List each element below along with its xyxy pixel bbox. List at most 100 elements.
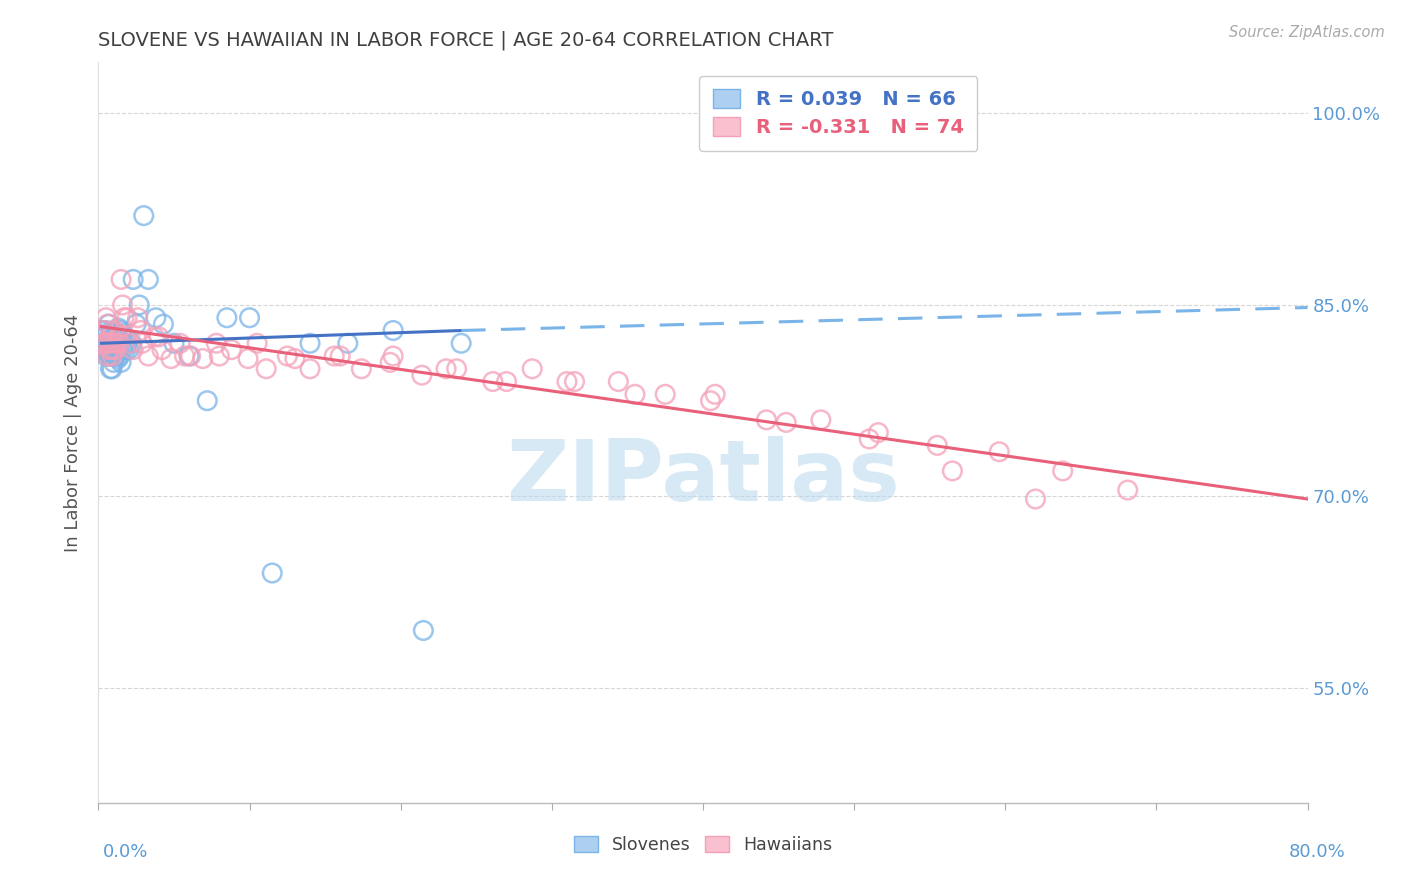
Point xyxy=(98,343,121,357)
Point xyxy=(108,349,131,363)
Point xyxy=(129,324,152,338)
Point xyxy=(411,368,433,383)
Point xyxy=(704,387,727,401)
Point xyxy=(927,438,949,452)
Point xyxy=(96,326,118,340)
Point xyxy=(103,326,125,340)
Point xyxy=(91,330,114,344)
Point xyxy=(555,375,578,389)
Point xyxy=(699,393,721,408)
Point xyxy=(115,310,138,325)
Point xyxy=(100,361,122,376)
Point xyxy=(98,336,121,351)
Y-axis label: In Labor Force | Age 20-64: In Labor Force | Age 20-64 xyxy=(63,313,82,552)
Point xyxy=(336,336,359,351)
Point xyxy=(103,355,125,369)
Point xyxy=(236,351,259,366)
Point xyxy=(101,343,124,357)
Point xyxy=(350,361,373,376)
Text: Source: ZipAtlas.com: Source: ZipAtlas.com xyxy=(1229,25,1385,40)
Point xyxy=(96,349,118,363)
Point xyxy=(120,336,142,351)
Point xyxy=(276,349,298,363)
Point xyxy=(179,349,201,363)
Point xyxy=(482,375,505,389)
Point xyxy=(101,336,124,351)
Point xyxy=(163,336,186,351)
Point xyxy=(104,343,127,357)
Point xyxy=(103,324,125,338)
Point xyxy=(98,317,121,331)
Text: ZIPatlas: ZIPatlas xyxy=(506,435,900,518)
Point xyxy=(624,387,647,401)
Point xyxy=(382,349,405,363)
Point xyxy=(103,336,125,351)
Point xyxy=(111,326,134,340)
Point xyxy=(101,349,124,363)
Point xyxy=(299,361,322,376)
Point xyxy=(107,336,129,351)
Point xyxy=(148,330,170,344)
Text: 0.0%: 0.0% xyxy=(103,843,148,861)
Point xyxy=(93,336,115,351)
Point xyxy=(378,355,401,369)
Point xyxy=(152,317,174,331)
Point xyxy=(100,336,122,351)
Point xyxy=(111,343,134,357)
Point xyxy=(941,464,963,478)
Point xyxy=(101,330,124,344)
Point xyxy=(522,361,544,376)
Point xyxy=(988,444,1011,458)
Point xyxy=(108,336,131,351)
Point xyxy=(128,298,150,312)
Point xyxy=(96,336,118,351)
Point xyxy=(180,349,202,363)
Point xyxy=(191,351,214,366)
Point xyxy=(100,349,122,363)
Point xyxy=(91,336,114,351)
Point xyxy=(150,343,173,357)
Point xyxy=(104,330,127,344)
Point xyxy=(115,336,138,351)
Text: 80.0%: 80.0% xyxy=(1289,843,1346,861)
Point xyxy=(93,343,115,357)
Point xyxy=(94,310,117,325)
Point xyxy=(103,336,125,351)
Point xyxy=(121,336,143,351)
Point xyxy=(1024,491,1046,506)
Point xyxy=(169,336,191,351)
Point xyxy=(131,336,153,351)
Point xyxy=(122,272,145,286)
Point xyxy=(323,349,346,363)
Point xyxy=(110,272,132,286)
Point xyxy=(110,324,132,338)
Point xyxy=(91,336,114,351)
Point xyxy=(94,336,117,351)
Point xyxy=(195,393,218,408)
Point xyxy=(107,330,129,344)
Point xyxy=(239,310,262,325)
Point xyxy=(775,416,797,430)
Point xyxy=(118,343,141,357)
Point xyxy=(94,336,117,351)
Point xyxy=(111,298,134,312)
Point xyxy=(93,324,115,338)
Point xyxy=(329,349,352,363)
Point xyxy=(132,209,155,223)
Point xyxy=(96,317,118,331)
Text: SLOVENE VS HAWAIIAN IN LABOR FORCE | AGE 20-64 CORRELATION CHART: SLOVENE VS HAWAIIAN IN LABOR FORCE | AGE… xyxy=(98,30,834,50)
Point xyxy=(104,339,127,353)
Point xyxy=(107,351,129,366)
Legend: Slovenes, Hawaiians: Slovenes, Hawaiians xyxy=(567,829,839,861)
Point xyxy=(810,413,832,427)
Point xyxy=(100,336,122,351)
Point xyxy=(112,310,135,325)
Point xyxy=(246,336,269,351)
Point xyxy=(868,425,890,440)
Point xyxy=(94,349,117,363)
Point xyxy=(105,336,128,351)
Point xyxy=(450,336,472,351)
Point xyxy=(100,326,122,340)
Point xyxy=(495,375,517,389)
Point xyxy=(98,349,121,363)
